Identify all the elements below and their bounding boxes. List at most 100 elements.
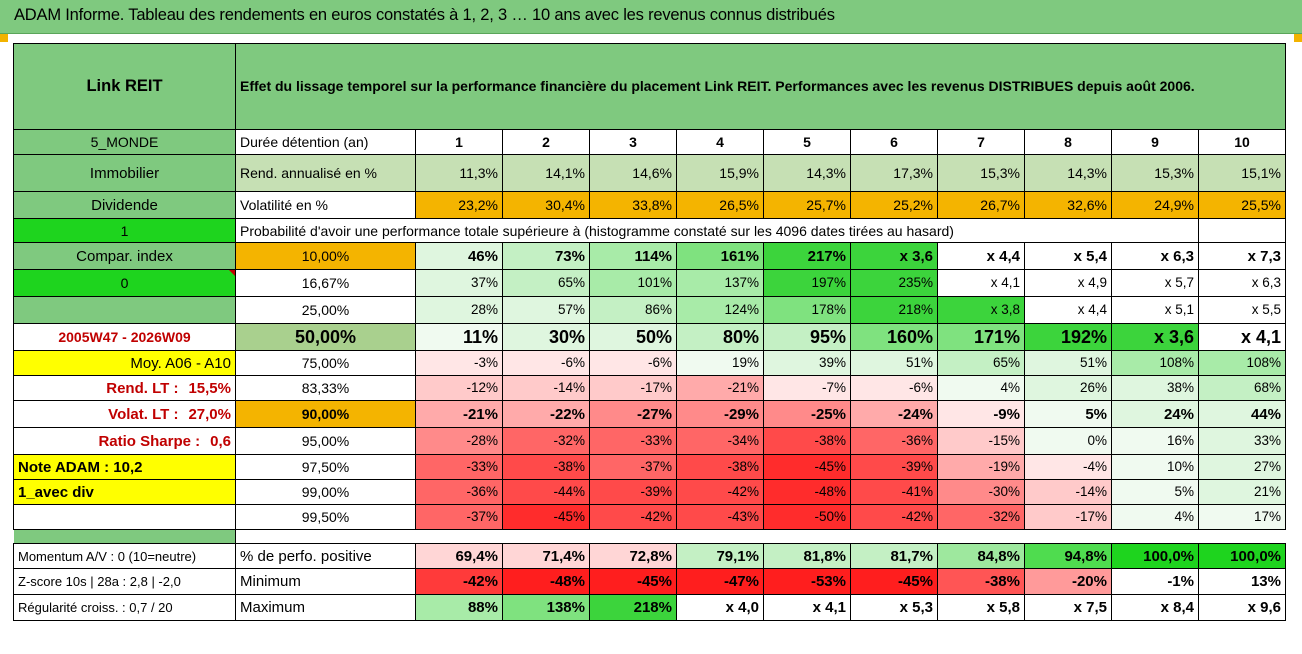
summary-value: x 4,1 bbox=[763, 594, 851, 621]
quantile-value: -4% bbox=[1024, 454, 1112, 480]
quantile-value: x 6,3 bbox=[1198, 269, 1286, 297]
quantile-value: -22% bbox=[502, 400, 590, 428]
summary-value: -38% bbox=[937, 568, 1025, 595]
quantile-value: -38% bbox=[676, 454, 764, 480]
quantile-value: -6% bbox=[589, 350, 677, 376]
quantile-value: -14% bbox=[502, 375, 590, 401]
return-cell: 17,3% bbox=[850, 154, 938, 192]
quantile-value: x 5,1 bbox=[1111, 296, 1199, 324]
quantile-value: 0% bbox=[1024, 427, 1112, 455]
quantile-value: x 6,3 bbox=[1111, 242, 1199, 270]
quantile-value: x 4,9 bbox=[1024, 269, 1112, 297]
quantile-value: -48% bbox=[763, 479, 851, 505]
header-row: Link REIT Effet du lissage temporel sur … bbox=[13, 43, 1286, 130]
quantile-value: 11% bbox=[415, 323, 503, 351]
quantile-pct: 83,33% bbox=[235, 375, 416, 401]
quantile-row: Rend. LT : 15,5% 83,33% -12% -14% -17% -21% -7%… bbox=[13, 375, 1286, 401]
year-cell: 4 bbox=[676, 129, 764, 155]
blank-cell bbox=[13, 504, 236, 530]
corner-marker-right bbox=[1294, 34, 1302, 42]
summary-value: 69,4% bbox=[415, 543, 503, 569]
quantile-row: 25,00% 28% 57% 86% 124% 178% 218% x 3,8 x 4,4 x 5… bbox=[13, 296, 1286, 324]
quantile-value: -21% bbox=[676, 375, 764, 401]
spacer bbox=[236, 530, 1286, 544]
quantile-value: 161% bbox=[676, 242, 764, 270]
summary-value: 218% bbox=[589, 594, 677, 621]
volatility-cell: 33,8% bbox=[589, 191, 677, 219]
summary-value: 13% bbox=[1198, 568, 1286, 595]
quantile-value: -37% bbox=[589, 454, 677, 480]
quantile-value: 80% bbox=[676, 323, 764, 351]
quantile-pct: 75,00% bbox=[235, 350, 416, 376]
volatility-cell: 24,9% bbox=[1111, 191, 1199, 219]
quantile-value: -30% bbox=[937, 479, 1025, 505]
asset-class-label: Immobilier bbox=[13, 154, 236, 192]
quantile-value: -33% bbox=[589, 427, 677, 455]
summary-row: Momentum A/V : 0 (10=neutre)% de perfo. … bbox=[13, 543, 1286, 569]
volatility-cell: 26,7% bbox=[937, 191, 1025, 219]
quantile-value: -19% bbox=[937, 454, 1025, 480]
quantile-pct: 90,00% bbox=[235, 400, 416, 428]
quantile-value: 218% bbox=[850, 296, 938, 324]
quantile-pct: 99,00% bbox=[235, 479, 416, 505]
summary-value: -45% bbox=[850, 568, 938, 595]
side-label-value: 0,6 bbox=[210, 432, 231, 450]
quantile-value: -15% bbox=[937, 427, 1025, 455]
quantile-value: -42% bbox=[589, 504, 677, 530]
summary-value: -1% bbox=[1111, 568, 1199, 595]
quantile-pct: 99,50% bbox=[235, 504, 416, 530]
quantile-value: x 3,8 bbox=[937, 296, 1025, 324]
quantile-value: 10% bbox=[1111, 454, 1199, 480]
return-cell: 14,3% bbox=[763, 154, 851, 192]
quantile-value: 217% bbox=[763, 242, 851, 270]
years-label: Durée détention (an) bbox=[235, 129, 416, 155]
selector-zero: 0 bbox=[13, 269, 236, 297]
quantile-value: 19% bbox=[676, 350, 764, 376]
empty-cell bbox=[1111, 218, 1199, 243]
return-cell: 15,3% bbox=[1111, 154, 1199, 192]
return-cell: 14,6% bbox=[589, 154, 677, 192]
quantile-value: 197% bbox=[763, 269, 851, 297]
table-description: Effet du lissage temporel sur la perform… bbox=[235, 43, 1286, 130]
quantile-value: 51% bbox=[850, 350, 938, 376]
probability-text: Probabilité d'avoir une performance tota… bbox=[235, 218, 1112, 243]
quantile-value: 5% bbox=[1111, 479, 1199, 505]
summary-value: 100,0% bbox=[1198, 543, 1286, 569]
quantile-value: -24% bbox=[850, 400, 938, 428]
quantile-value: 30% bbox=[502, 323, 590, 351]
years-row: 5_MONDE Durée détention (an) 1 2 3 4 5 6 7 8 9 10 bbox=[13, 129, 1286, 155]
summary-value: 81,7% bbox=[850, 543, 938, 569]
quantile-value: -9% bbox=[937, 400, 1025, 428]
summary-value: 71,4% bbox=[502, 543, 590, 569]
quantile-value: x 3,6 bbox=[850, 242, 938, 270]
quantile-value: -43% bbox=[676, 504, 764, 530]
volatility-cell: 30,4% bbox=[502, 191, 590, 219]
summary-left-label: Momentum A/V : 0 (10=neutre) bbox=[13, 543, 236, 569]
quantile-value: 4% bbox=[1111, 504, 1199, 530]
quantile-value: -37% bbox=[415, 504, 503, 530]
summary-label: Minimum bbox=[235, 568, 416, 595]
quantile-row: Ratio Sharpe :0,6 95,00% -28% -32% -33% -34% -… bbox=[13, 427, 1286, 455]
quantile-value: 124% bbox=[676, 296, 764, 324]
quantile-value: x 3,6 bbox=[1111, 323, 1199, 351]
return-label: Rend. annualisé en % bbox=[235, 154, 416, 192]
quantile-value: -38% bbox=[763, 427, 851, 455]
quantile-value: -42% bbox=[850, 504, 938, 530]
quantile-value: 68% bbox=[1198, 375, 1286, 401]
instrument-name: Link REIT bbox=[13, 43, 236, 130]
note-label: Note ADAM : 10,2 bbox=[13, 454, 236, 480]
quantile-value: -7% bbox=[763, 375, 851, 401]
summary-value: x 4,0 bbox=[676, 594, 764, 621]
quantile-value: 65% bbox=[937, 350, 1025, 376]
year-cell: 5 bbox=[763, 129, 851, 155]
quantile-value: -39% bbox=[589, 479, 677, 505]
quantile-value: -44% bbox=[502, 479, 590, 505]
probability-header-row: 1 Probabilité d'avoir une performance tot… bbox=[13, 218, 1286, 243]
return-cell: 15,3% bbox=[937, 154, 1025, 192]
quantile-value: 137% bbox=[676, 269, 764, 297]
summary-value: -53% bbox=[763, 568, 851, 595]
quantile-value: -32% bbox=[502, 427, 590, 455]
quantile-value: -6% bbox=[502, 350, 590, 376]
summary-row: Régularité croiss. : 0,7 / 20 Maximum 88% 1… bbox=[13, 594, 1286, 621]
quantile-value: -36% bbox=[415, 479, 503, 505]
